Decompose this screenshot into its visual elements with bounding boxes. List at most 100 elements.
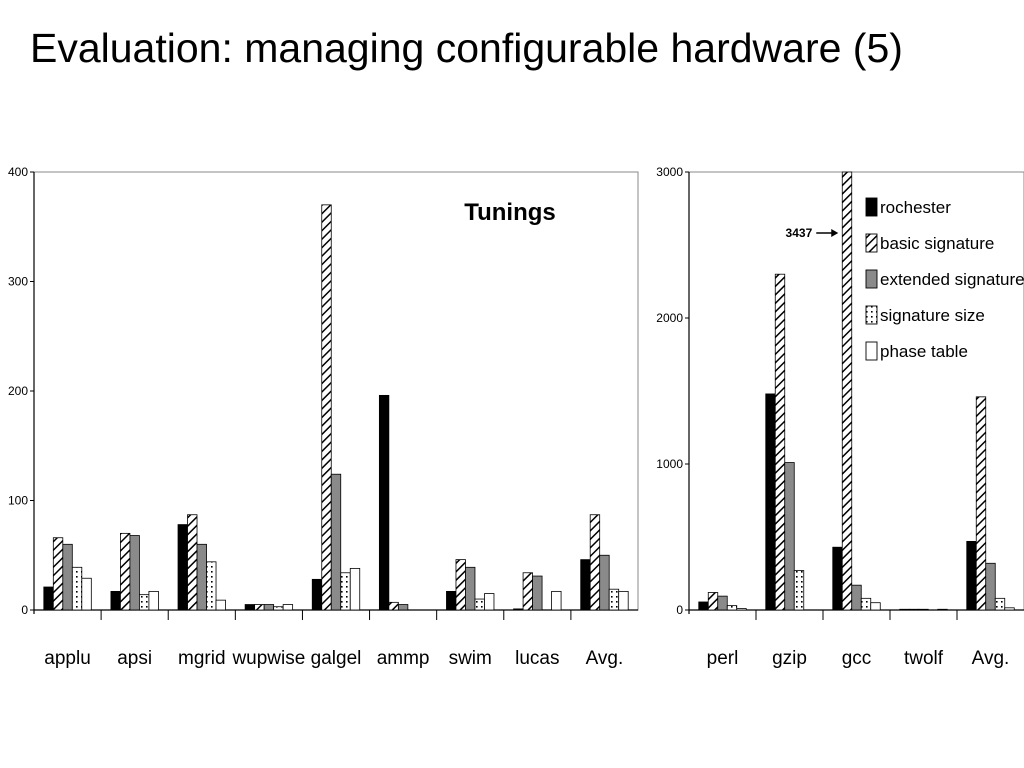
bar-swim-rochester (446, 590, 457, 611)
bar-galgel-basic-signature (321, 204, 332, 611)
legend-label-signature-size: signature size (880, 306, 985, 325)
bar-swim-phase-table (484, 593, 495, 611)
bar-avg-signature-size (994, 597, 1006, 611)
bar-lucas-extended-signature (532, 575, 543, 611)
bar-gzip-rochester (765, 393, 776, 611)
bar-mgrid-rochester (177, 524, 188, 611)
y-tick-label: 3000 (656, 165, 683, 179)
x-tick-label: lucas (515, 648, 559, 669)
bar-galgel-phase-table (349, 567, 361, 611)
bar-mgrid-basic-signature (187, 514, 198, 611)
legend-swatch-phase-table (865, 341, 878, 361)
bar-applu-signature-size (71, 566, 83, 611)
bar-avg-signature-size (608, 588, 620, 611)
bar-wupwise-extended-signature (263, 604, 275, 611)
bar-galgel-signature-size (340, 572, 351, 611)
chart-1: 0 100 200 300 400 applu apsi mgrid wupwise galgel… (8, 165, 639, 669)
bar-gcc-rochester (832, 546, 843, 611)
bar-avg-phase-table (1004, 607, 1015, 611)
x-tick-label: gzip (772, 648, 807, 669)
legend-label-phase-table: phase table (880, 342, 968, 361)
bar-galgel-extended-signature (330, 473, 342, 611)
bar-avg-rochester (580, 559, 591, 611)
bar-lucas-basic-signature (522, 572, 533, 611)
bar-ammp-rochester (378, 394, 390, 611)
bar-mgrid-extended-signature (196, 543, 207, 611)
bar-swim-extended-signature (465, 566, 476, 611)
x-tick-label: Avg. (972, 648, 1010, 669)
y-tick-label: 300 (8, 275, 28, 289)
x-tick-label: swim (449, 648, 492, 669)
bar-avg-phase-table (618, 590, 629, 611)
legend-label-rochester: rochester (880, 198, 951, 217)
legend-swatch-basic-signature (865, 233, 878, 253)
bar-avg-extended-signature (599, 554, 610, 611)
bar-applu-phase-table (81, 577, 92, 611)
legend-label-extended-signature: extended signature (880, 270, 1024, 289)
callout-arrow-head (831, 229, 839, 237)
bar-apsi-signature-size (139, 594, 150, 611)
bar-twolf-rochester (899, 608, 910, 611)
bar-gcc-signature-size (860, 597, 872, 611)
chart-annotation: Tunings (464, 199, 556, 226)
bar-mgrid-phase-table (215, 599, 226, 611)
x-tick-label: Avg. (586, 648, 624, 669)
y-tick-label: 200 (8, 384, 28, 398)
legend: rochester basic signature extended signatu… (865, 197, 1024, 361)
legend-label-basic-signature: basic signature (880, 234, 994, 253)
bar-gzip-basic-signature (774, 273, 786, 611)
bar-twolf-phase-table (937, 608, 948, 611)
bar-gcc-phase-table (870, 602, 881, 611)
x-tick-label: twolf (904, 648, 944, 669)
bar-avg-basic-signature (975, 396, 987, 611)
bar-applu-extended-signature (62, 543, 73, 611)
bar-wupwise-rochester (244, 604, 256, 611)
bar-apsi-extended-signature (129, 535, 140, 611)
bar-swim-basic-signature (455, 559, 466, 611)
bar-ammp-basic-signature (388, 601, 399, 611)
y-tick-label: 100 (8, 494, 28, 508)
bar-applu-basic-signature (52, 537, 64, 611)
legend-swatch-extended-signature (865, 269, 878, 289)
bar-wupwise-signature-size (273, 606, 284, 611)
bar-twolf-extended-signature (918, 608, 929, 611)
bar-gcc-basic-signature (841, 171, 853, 611)
bar-gzip-extended-signature (784, 462, 795, 611)
bar-galgel-rochester (311, 578, 323, 611)
bar-gzip-signature-size (793, 570, 805, 611)
bar-apsi-basic-signature (120, 532, 131, 611)
bar-perl-phase-table (736, 608, 747, 611)
legend-swatch-rochester (865, 197, 878, 217)
bar-lucas-rochester (513, 608, 524, 611)
y-tick-label: 1000 (656, 457, 683, 471)
bar-lucas-phase-table (551, 590, 562, 611)
bar-mgrid-signature-size (206, 561, 217, 611)
legend-swatch-signature-size (865, 305, 878, 325)
callout-label: 3437 (786, 226, 813, 240)
bar-perl-rochester (698, 601, 709, 611)
bar-perl-signature-size (726, 605, 738, 611)
x-tick-label: applu (44, 648, 91, 669)
x-tick-label: galgel (311, 648, 362, 669)
bar-avg-extended-signature (985, 562, 996, 611)
bar-apsi-phase-table (148, 590, 159, 611)
x-tick-label: perl (707, 648, 739, 669)
slide-title: Evaluation: managing configurable hardwa… (30, 25, 903, 71)
y-tick-label: 0 (21, 603, 28, 617)
bar-avg-basic-signature (589, 514, 601, 611)
bar-perl-basic-signature (707, 592, 719, 611)
bar-wupwise-basic-signature (254, 604, 265, 611)
y-tick-label: 400 (8, 165, 28, 179)
bar-swim-signature-size (474, 598, 485, 611)
y-tick-label: 2000 (656, 311, 683, 325)
x-tick-label: wupwise (231, 648, 305, 669)
bar-perl-extended-signature (717, 595, 728, 611)
bar-wupwise-phase-table (282, 604, 294, 611)
x-tick-label: mgrid (178, 648, 226, 669)
y-tick-label: 0 (676, 603, 683, 617)
bar-gcc-extended-signature (851, 584, 862, 611)
x-tick-label: apsi (117, 648, 152, 669)
bar-ammp-extended-signature (397, 604, 409, 611)
bar-applu-rochester (43, 586, 54, 611)
